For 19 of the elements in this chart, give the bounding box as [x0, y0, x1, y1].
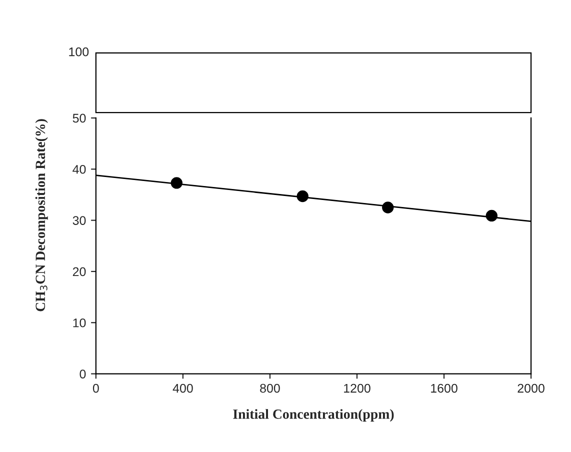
x-tick-label: 0 — [92, 384, 99, 393]
text: 100 — [69, 47, 89, 56]
x-tick-label: 400 — [172, 384, 193, 393]
point — [486, 210, 498, 222]
x-axis-title: Initial Concentration(ppm) — [233, 409, 394, 422]
y-tick-label: 30 — [72, 216, 86, 225]
point — [170, 177, 182, 189]
point — [296, 190, 308, 202]
y-tick-label: 0 — [80, 370, 86, 378]
y-tick-label: 40 — [72, 164, 86, 174]
y-axis-title: CH$_{3}$CN Decomposition Rate(%) — [35, 119, 48, 312]
x-tick-label: 1200 — [344, 384, 370, 393]
x-tick-label: 1600 — [431, 384, 458, 393]
y-tick-label: 20 — [72, 267, 86, 276]
x-tick-label: 800 — [260, 384, 280, 393]
point — [382, 202, 394, 214]
x-tick-label: 2000 — [518, 384, 544, 393]
y-tick-label: 10 — [73, 318, 86, 328]
y-tick-label: 50 — [72, 114, 86, 123]
